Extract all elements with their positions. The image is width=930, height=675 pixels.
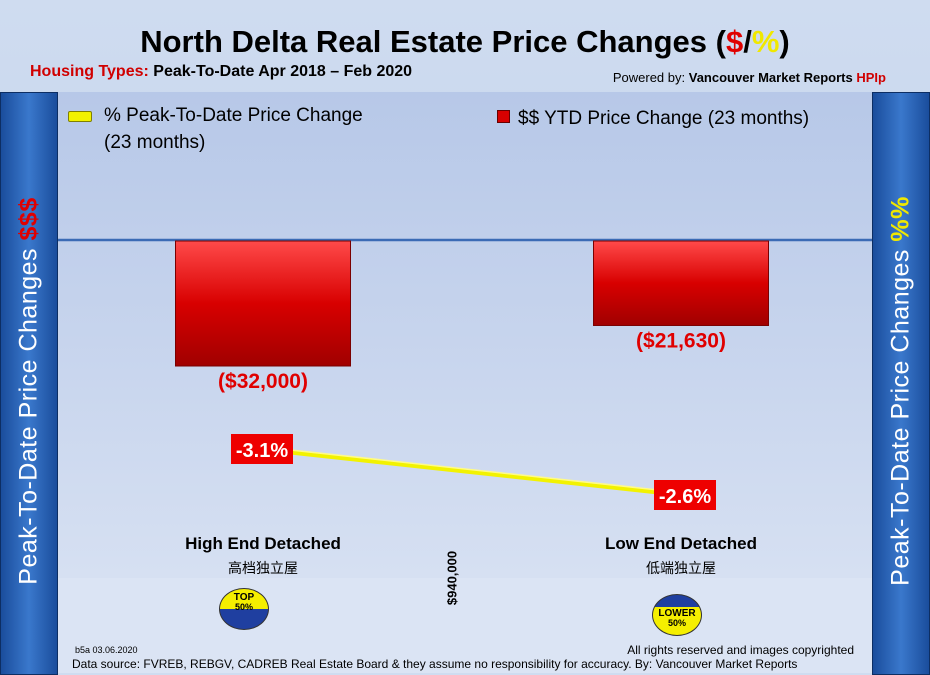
category-sublabel-low-end: 低端独立屋 [646,560,716,576]
lower-50-badge: LOWER 50% [652,594,702,636]
percent-line [262,446,687,498]
bar-0 [175,240,351,367]
legend-dollar: $$ YTD Price Change (23 months) [497,108,809,130]
percent-value-label-0: -3.1% [236,440,288,462]
chart-title: North Delta Real Estate Price Changes ($… [140,24,790,59]
legend-label-percent: % Peak-To-Date Price Change (23 months) [104,105,363,153]
legend-label-dollar: $$ YTD Price Change (23 months) [518,108,810,129]
percent-value-label-1: -2.6% [659,486,711,508]
data-source-text: Data source: FVREB, REBGV, CADREB Real E… [72,657,798,671]
bar-value-label-0: ($32,000) [218,370,308,393]
left-side-panel: Peak-To-Date Price Changes $$$ [0,92,58,675]
date-stamp: b5a 03.06.2020 [75,645,138,655]
category-label-low-end: Low End Detached [604,534,758,553]
percent-label-box-0 [231,434,293,464]
bottom-band [58,578,872,673]
bar-1 [593,240,769,326]
category-sublabel-high-end: 高档独立屋 [228,560,298,576]
legend-swatch-bar [497,110,510,123]
percent-line-highlight [262,446,687,494]
percent-label-box-1 [654,480,716,510]
chart-subtitle: Housing Types: Peak-To-Date Apr 2018 – F… [30,63,413,80]
legend-swatch-line [68,111,92,122]
bar-value-label-1: ($21,630) [636,329,726,352]
copyright-text: All rights reserved and images copyright… [627,643,854,657]
category-label-high-end: High End Detached [185,534,341,553]
top-50-badge: TOP 50% [219,588,269,630]
powered-by: Powered by: Vancouver Market Reports HPI… [612,70,886,85]
